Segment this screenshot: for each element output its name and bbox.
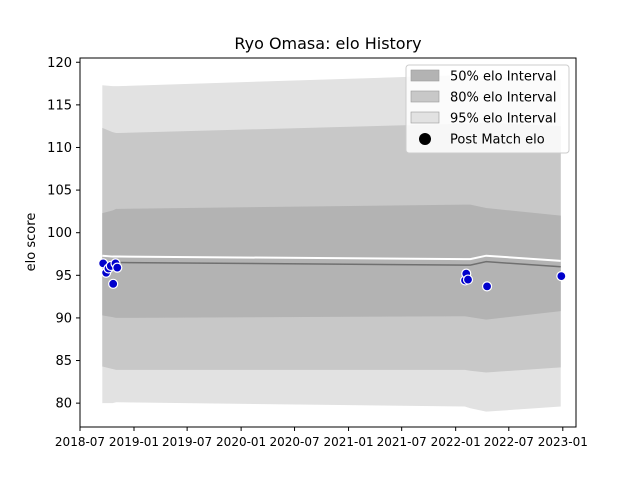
- x-tick-label: 2019-07: [162, 435, 212, 449]
- post-match-point: [556, 271, 567, 282]
- legend-label: Post Match elo: [450, 133, 545, 148]
- x-tick-label: 2020-07: [269, 435, 319, 449]
- legend-swatch: [410, 111, 440, 124]
- post-match-point: [112, 262, 123, 273]
- y-tick-label: 95: [55, 269, 72, 284]
- x-tick-label: 2022-07: [484, 435, 534, 449]
- x-tick-label: 2022-01: [431, 435, 481, 449]
- legend: 50% elo Interval 80% elo Interval 95% elo …: [405, 64, 570, 154]
- elo-line-highlight: [102, 254, 561, 262]
- x-tick-label: 2019-01: [109, 435, 159, 449]
- post-match-point: [462, 274, 474, 285]
- post-match-point: [481, 281, 493, 292]
- legend-marker: [419, 133, 431, 145]
- x-tick-label: 2020-01: [216, 435, 266, 449]
- y-tick-label: 110: [47, 141, 72, 156]
- plot-frame: [79, 57, 577, 428]
- y-tick-label: 115: [47, 98, 72, 113]
- legend-box: [405, 64, 570, 154]
- x-tick-label: 2021-01: [323, 435, 373, 449]
- legend-swatch: [410, 69, 440, 82]
- legend-swatch: [410, 90, 440, 103]
- legend-label: 80% elo Interval: [450, 91, 557, 106]
- legend-label: 95% elo Interval: [450, 112, 557, 127]
- y-tick-label: 120: [47, 56, 72, 71]
- interval-band-2: [102, 204, 561, 320]
- x-tick-label: 2021-07: [377, 435, 427, 449]
- legend-label: 50% elo Interval: [450, 70, 557, 85]
- post-match-point: [108, 278, 119, 289]
- axes: 2018-07 2019-01 2019-07 2020-01 2020-07 2021-…: [47, 56, 588, 449]
- y-tick-label: 85: [55, 354, 72, 369]
- plot-area: [98, 75, 567, 412]
- y-tick-label: 100: [47, 226, 72, 241]
- x-tick-label: 2023-01: [538, 435, 588, 449]
- y-tick-label: 80: [55, 397, 72, 412]
- y-axis-label: elo score: [24, 213, 39, 272]
- x-tick-label: 2018-07: [55, 435, 105, 449]
- chart-title: Ryo Omasa: elo History: [234, 34, 421, 53]
- y-tick-label: 105: [47, 184, 72, 199]
- y-tick-label: 90: [55, 311, 72, 326]
